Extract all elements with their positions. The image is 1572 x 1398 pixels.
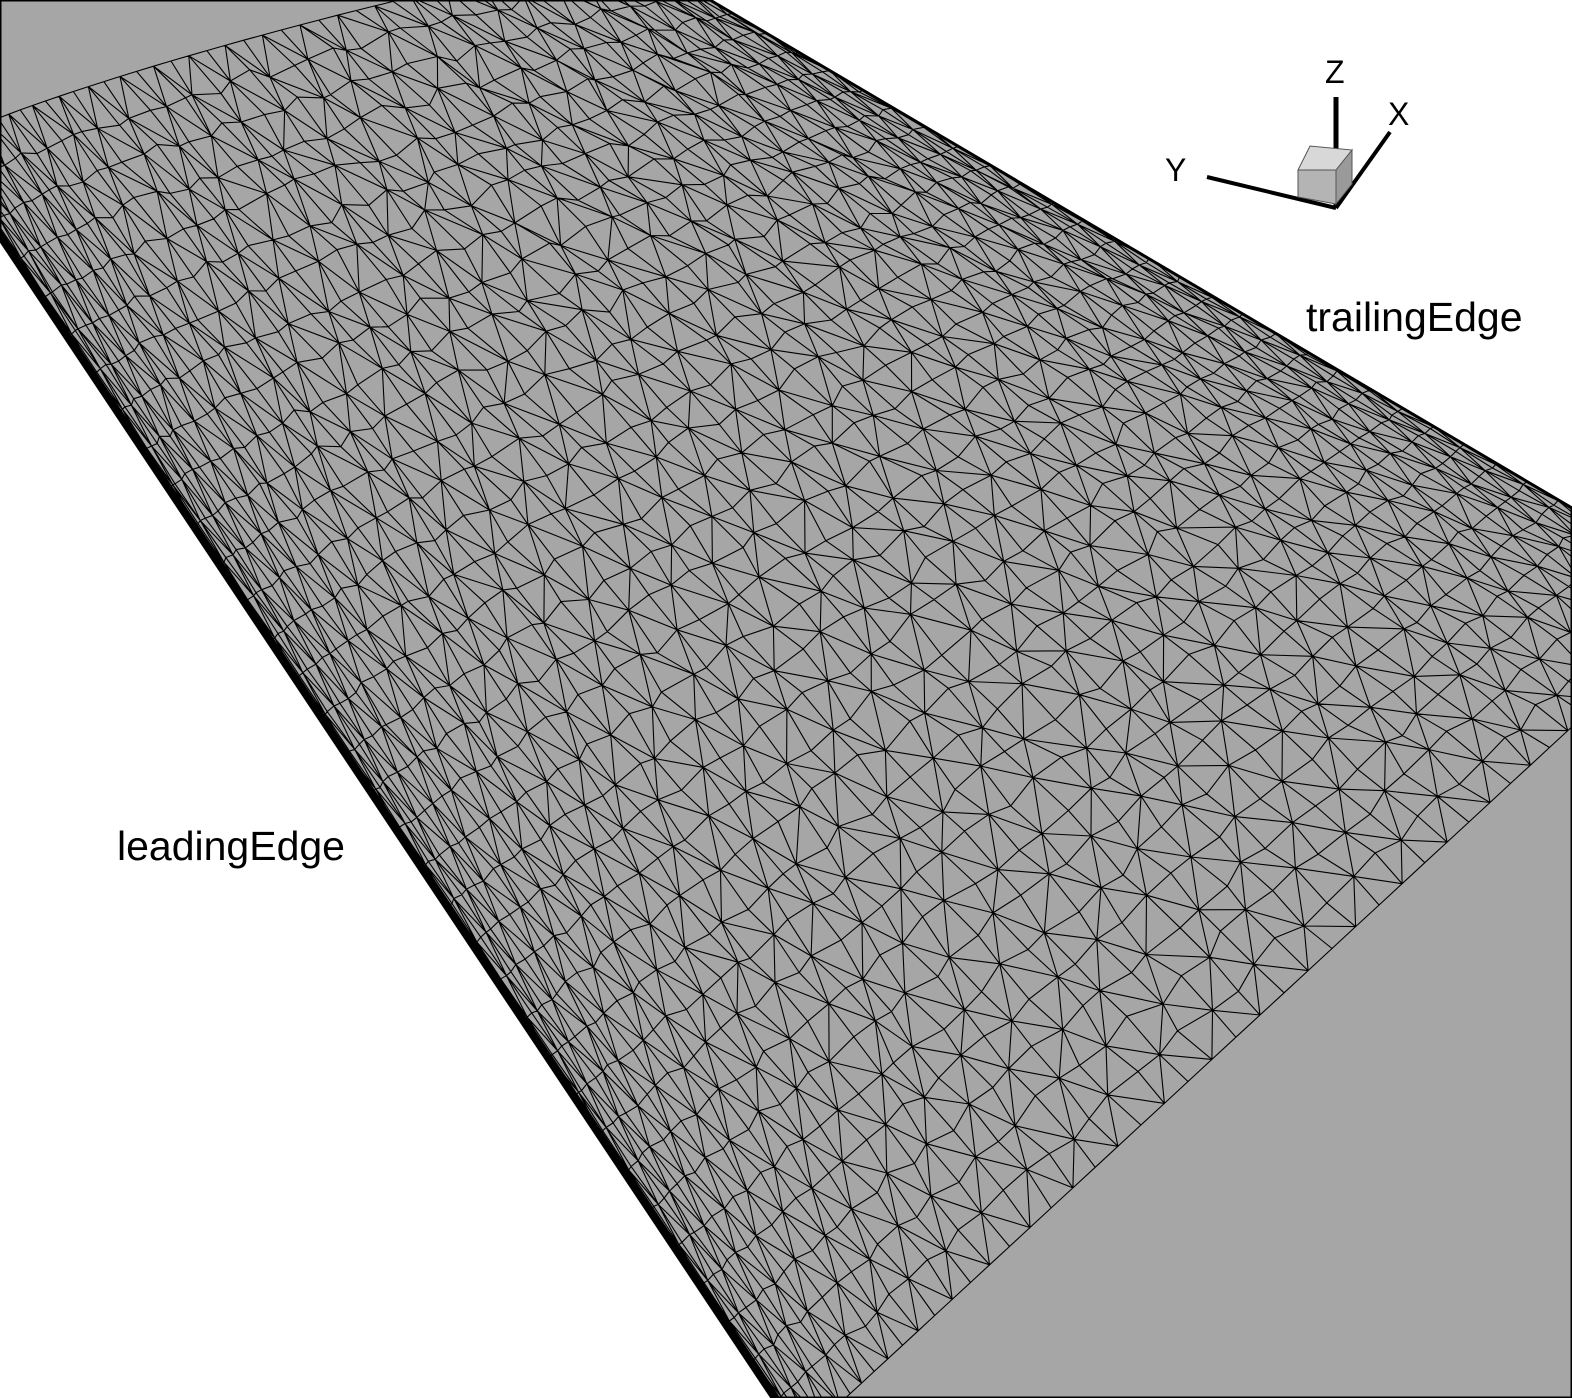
axis-triad [1206,97,1392,210]
trailing-edge-label: trailingEdge [1306,294,1523,340]
leading-edge-label: leadingEdge [117,823,345,869]
y-axis-label: Y [1165,152,1187,188]
triad-cube-side [1335,148,1353,206]
x-axis-line [1334,130,1392,210]
y-axis-line [1206,175,1337,210]
x-axis-label: X [1388,96,1410,132]
z-axis-label: Z [1325,54,1345,90]
